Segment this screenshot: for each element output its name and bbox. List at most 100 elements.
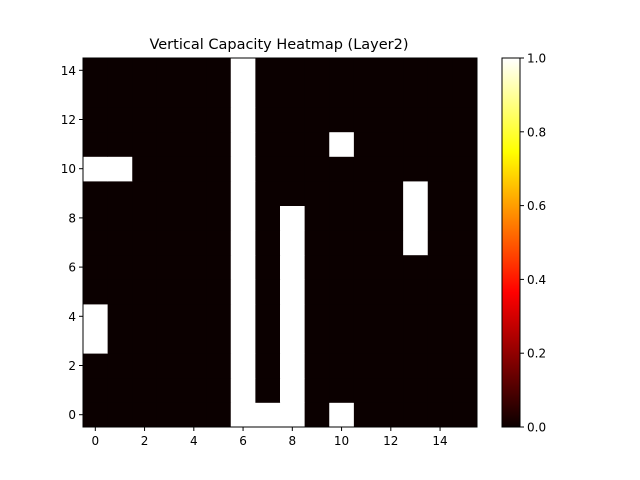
heatmap-cell	[452, 402, 478, 428]
y-tick-label: 0	[68, 408, 76, 422]
heatmap-cell	[181, 107, 207, 133]
heatmap-cell	[181, 58, 207, 83]
heatmap-cell	[353, 304, 379, 329]
x-tick-label: 10	[334, 434, 349, 448]
heatmap-cell	[181, 402, 207, 428]
heatmap-cell	[107, 107, 133, 133]
x-tick-label: 12	[383, 434, 398, 448]
heatmap-cell	[378, 131, 404, 157]
heatmap-cell	[230, 328, 256, 354]
heatmap-cell	[230, 377, 256, 403]
heatmap-cell	[304, 230, 330, 256]
heatmap-cell	[156, 304, 182, 329]
heatmap-cell	[83, 58, 109, 83]
heatmap-cell	[132, 279, 158, 305]
heatmap-cell	[280, 304, 306, 329]
heatmap-cell	[280, 230, 306, 256]
y-tick-label: 8	[68, 211, 76, 225]
heatmap-cell	[206, 254, 232, 280]
heatmap-cell	[329, 254, 355, 280]
heatmap-cell	[280, 328, 306, 354]
heatmap-cell	[304, 377, 330, 403]
heatmap-cell	[353, 58, 379, 83]
heatmap-cell	[378, 205, 404, 231]
heatmap-cell	[132, 131, 158, 157]
heatmap-cell	[403, 107, 429, 133]
heatmap-cell	[230, 279, 256, 305]
heatmap-cell	[255, 328, 281, 354]
heatmap-cell	[181, 254, 207, 280]
heatmap-cell	[378, 181, 404, 206]
x-axis: 0 2 4 6 8 10 12 14	[91, 427, 448, 448]
heatmap-cell	[304, 205, 330, 231]
heatmap-cell	[132, 82, 158, 108]
heatmap-cell	[403, 353, 429, 379]
heatmap-cell	[353, 279, 379, 305]
heatmap-cell	[329, 328, 355, 354]
heatmap-cell	[304, 58, 330, 83]
heatmap-cell	[255, 353, 281, 379]
heatmap-cell	[206, 353, 232, 379]
heatmap-cell	[107, 328, 133, 354]
heatmap-cell	[181, 156, 207, 182]
heatmap-cell	[107, 58, 133, 83]
heatmap-cell	[156, 181, 182, 206]
heatmap-cell	[452, 254, 478, 280]
heatmap-cell	[83, 377, 109, 403]
heatmap-cell	[427, 377, 453, 403]
heatmap-cell	[280, 181, 306, 206]
colorbar	[501, 57, 521, 428]
heatmap-cell	[156, 353, 182, 379]
heatmap-cell	[255, 230, 281, 256]
heatmap-cell	[378, 156, 404, 182]
heatmap-cell	[304, 156, 330, 182]
heatmap-cell	[280, 254, 306, 280]
heatmap-cell	[83, 156, 109, 182]
heatmap-cell	[304, 402, 330, 428]
heatmap-cell	[181, 377, 207, 403]
heatmap-cell	[132, 353, 158, 379]
heatmap-cell	[427, 181, 453, 206]
heatmap-cell	[403, 205, 429, 231]
y-tick-label: 10	[61, 162, 76, 176]
heatmap-cell	[427, 131, 453, 157]
heatmap-cell	[107, 181, 133, 206]
heatmap-cell	[107, 131, 133, 157]
heatmap-cell	[378, 402, 404, 428]
heatmap-cell	[329, 107, 355, 133]
heatmap-cell	[156, 156, 182, 182]
heatmap-cell	[83, 279, 109, 305]
heatmap-cell	[83, 205, 109, 231]
heatmap-cell	[255, 58, 281, 83]
heatmap-cell	[206, 131, 232, 157]
heatmap-cell	[107, 254, 133, 280]
heatmap-cell	[132, 328, 158, 354]
heatmap-cell	[353, 353, 379, 379]
heatmap-cell	[329, 279, 355, 305]
heatmap-cell	[230, 205, 256, 231]
colorbar-tick-label: 0.8	[527, 125, 546, 139]
heatmap-cell	[107, 205, 133, 231]
colorbar-axis: 0.0 0.2 0.4 0.6 0.8 1.0	[520, 52, 546, 435]
heatmap-cell	[329, 377, 355, 403]
x-tick-label: 2	[141, 434, 149, 448]
heatmap-cell	[230, 156, 256, 182]
heatmap-cell	[230, 353, 256, 379]
heatmap-cell	[156, 377, 182, 403]
heatmap-cell	[83, 131, 109, 157]
heatmap-cell	[403, 181, 429, 206]
heatmap-cell	[230, 304, 256, 329]
heatmap-cell	[230, 82, 256, 108]
heatmap-cell	[132, 156, 158, 182]
heatmap-cell	[255, 205, 281, 231]
heatmap-cell	[452, 107, 478, 133]
heatmap-cell	[206, 82, 232, 108]
heatmap-cell	[378, 107, 404, 133]
heatmap-cell	[156, 82, 182, 108]
heatmap-cell	[427, 353, 453, 379]
heatmap-cell	[378, 353, 404, 379]
heatmap-cell	[107, 304, 133, 329]
heatmap-cell	[378, 377, 404, 403]
heatmap-cell	[329, 58, 355, 83]
heatmap-cell	[107, 82, 133, 108]
